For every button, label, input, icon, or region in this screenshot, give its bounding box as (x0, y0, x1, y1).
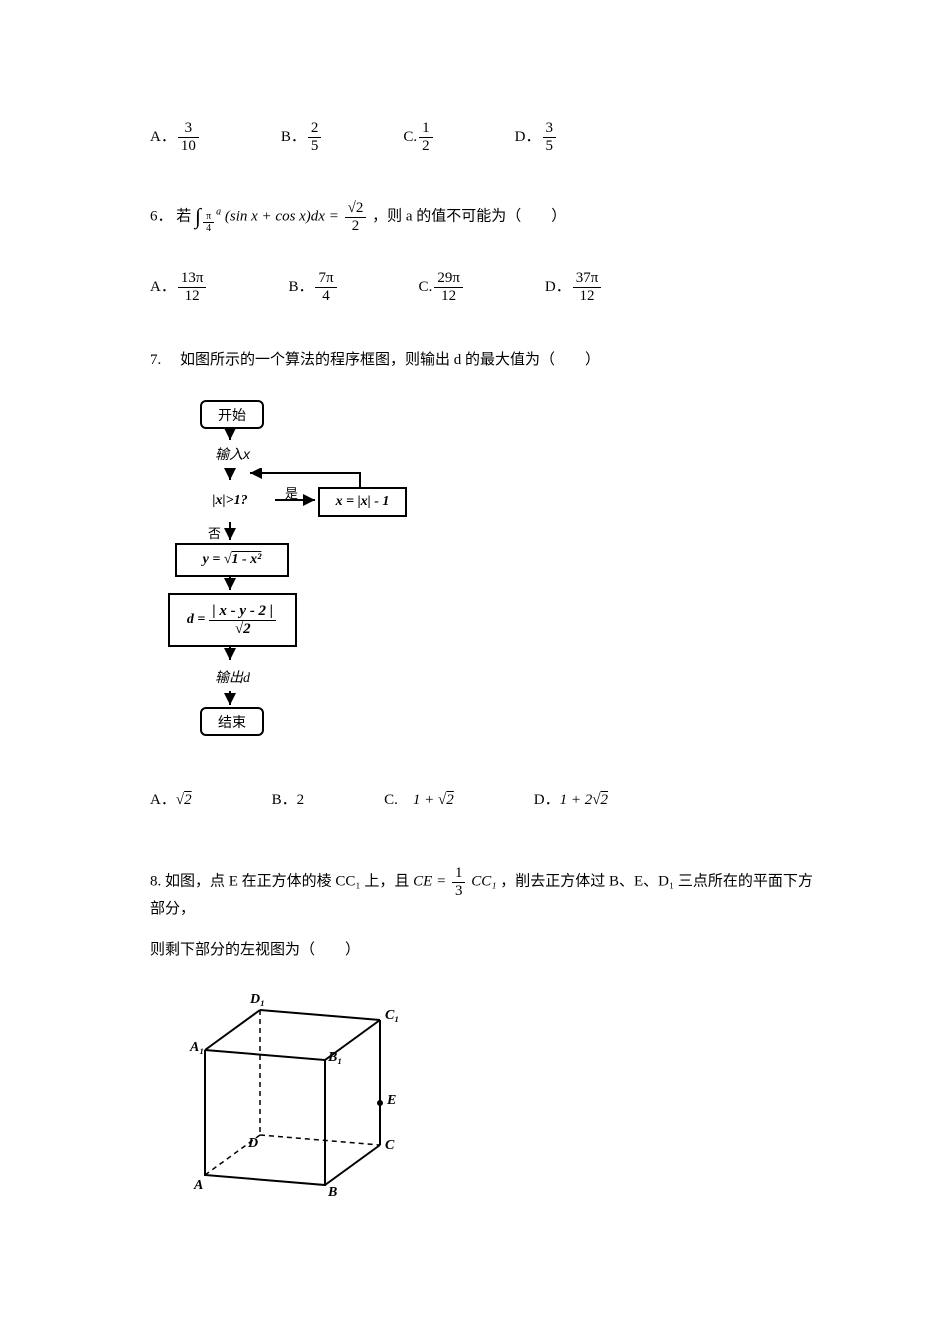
text: 2 (297, 790, 305, 811)
den: 5 (543, 138, 557, 155)
ce: CE = (413, 873, 446, 889)
label: D (515, 127, 526, 148)
label: D (534, 790, 545, 811)
q7-text: 如图所示的一个算法的程序框图，则输出 d 的最大值为（ ） (180, 352, 600, 368)
den: 10 (178, 138, 199, 155)
q7-number: 7. (150, 352, 161, 368)
num: 7π (315, 270, 336, 288)
q6-number: 6 (150, 208, 158, 224)
label-D1: D₁ (250, 992, 265, 1008)
flow-assign-d: d = | x - y - 2 | √2 (168, 593, 297, 647)
q6-option-D: D． 37π12 (545, 270, 603, 304)
text: 开始 (218, 405, 246, 425)
label: A (150, 277, 161, 298)
label-C: C (385, 1138, 394, 1154)
label-E: E (387, 1093, 396, 1109)
text: 输入x (215, 444, 250, 464)
num: 2 (308, 120, 322, 138)
flow-output: 输出d (185, 663, 280, 691)
label: D (545, 277, 556, 298)
q6-after: ，则 a 的值不可能为（ ） (372, 208, 566, 224)
label-C1: C₁ (385, 1008, 399, 1024)
num: | x - y - 2 | (209, 603, 276, 621)
q7-flowchart: 开始 输入x |x|>1? 是 否 x = |x| - 1 (150, 395, 410, 755)
label: A (150, 127, 161, 148)
q7-stem: 7. 如图所示的一个算法的程序框图，则输出 d 的最大值为（ ） (150, 350, 825, 371)
q7-option-C: C. 1 + √2 (384, 790, 454, 811)
q6-options: A． 13π12 B． 7π4 C. 29π12 D． 37π12 (150, 270, 825, 304)
flow-input: 输入x (185, 440, 280, 468)
q8-number: 8. (150, 873, 161, 889)
label-B: B (328, 1185, 337, 1201)
q5-option-D: D． 3 5 (515, 120, 558, 154)
q7-options: A．√2 B．2 C. 1 + √2 D．1 + 2√2 (150, 790, 825, 811)
label-B1: B₁ (328, 1050, 342, 1066)
text: 若 (176, 208, 191, 224)
q5-option-B: B． 2 5 (281, 120, 324, 154)
den: √2 (209, 621, 276, 638)
text: x = |x| - 1 (336, 494, 390, 510)
den: 12 (573, 288, 602, 305)
num: 3 (178, 120, 199, 138)
page: A． 3 10 B． 2 5 C. 1 2 D． 3 5 (0, 0, 945, 1337)
den: 3 (452, 883, 466, 900)
q6-option-B: B． 7π4 (288, 270, 338, 304)
num: 3 (543, 120, 557, 138)
num: 37π (573, 270, 602, 288)
text: 则剩下部分的左视图为（ ） (150, 942, 360, 958)
den: 12 (178, 288, 207, 305)
label-A: A (194, 1178, 203, 1194)
label: A (150, 790, 161, 811)
num: 29π (434, 270, 463, 288)
cube-svg (180, 990, 420, 1210)
upper: a (216, 206, 221, 217)
flow-no: 否 (208, 523, 221, 542)
q7-option-B: B．2 (272, 790, 305, 811)
text: 输出d (215, 667, 250, 687)
q5-option-C: C. 1 2 (403, 120, 434, 154)
q6-option-C: C. 29π12 (419, 270, 465, 304)
q7-option-A: A．√2 (150, 790, 192, 811)
den: 12 (434, 288, 463, 305)
flow-start: 开始 (200, 400, 264, 429)
q8-stem-2: 则剩下部分的左视图为（ ） (150, 940, 825, 961)
num: 13π (178, 270, 207, 288)
q5-options: A． 3 10 B． 2 5 C. 1 2 D． 3 5 (150, 120, 825, 154)
lower-den: 4 (203, 223, 214, 234)
lhs: d = (187, 612, 205, 628)
num: 1 (452, 865, 466, 883)
text: 结束 (218, 712, 246, 732)
q8-stem-1: 8. 如图，点 E 在正方体的棱 CC₁ 上，且 CE = 1 3 CC₁ ，削… (150, 865, 825, 920)
q6-stem: 6． 若 ∫π4a (sin x + cos x)dx = √2 2 ，则 a … (150, 200, 825, 234)
label: C (384, 790, 394, 811)
rhs-den: 2 (345, 218, 367, 235)
q6-option-A: A． 13π12 (150, 270, 208, 304)
q5-option-A: A． 3 10 (150, 120, 201, 154)
num: 1 (419, 120, 433, 138)
text: |x|>1? (212, 493, 247, 509)
q8-figure: A₁ B₁ D₁ C₁ A B C D E (180, 990, 420, 1210)
label: B (281, 127, 291, 148)
flow-assign-x: x = |x| - 1 (318, 487, 407, 517)
integrand: (sin x + cos x)dx = (225, 208, 339, 224)
text: 如图，点 E 在正方体的棱 CC₁ 上，且 (165, 873, 409, 889)
label: C (403, 127, 413, 148)
label: C (419, 277, 429, 298)
flow-end: 结束 (200, 707, 264, 736)
label-D: D (248, 1136, 258, 1152)
label: B (288, 277, 298, 298)
den: 4 (315, 288, 336, 305)
lower-num: π (203, 211, 214, 223)
den: 2 (419, 138, 433, 155)
cc: CC₁ (471, 873, 496, 889)
flow-cond: |x|>1? (185, 480, 275, 522)
den: 5 (308, 138, 322, 155)
flow-assign-y: y = √1 - x² (175, 543, 289, 577)
label: B (272, 790, 282, 811)
label-A1: A₁ (190, 1040, 204, 1056)
flow-yes: 是 (285, 483, 298, 502)
q7-option-D: D．1 + 2√2 (534, 790, 608, 811)
rhs-num: √2 (345, 200, 367, 218)
